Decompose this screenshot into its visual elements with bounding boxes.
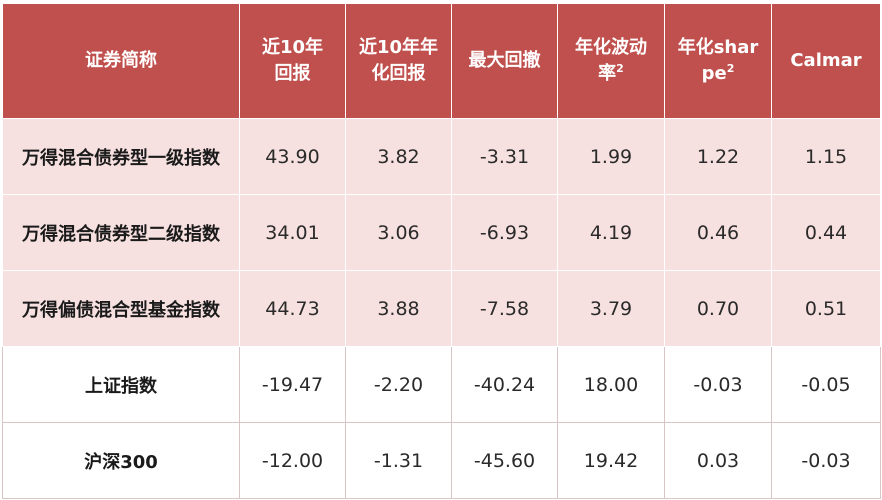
row-name: 万得混合债券型二级指数 [2, 194, 240, 271]
cell-volatility: 19.42 [557, 422, 665, 499]
row-name: 沪深300 [2, 422, 240, 499]
header-10y-annualized-return: 近10年年化回报 [345, 3, 452, 119]
cell-sharpe: 1.22 [664, 118, 772, 195]
cell-sharpe: 0.70 [664, 270, 772, 347]
cell-10y-annualized-return: -2.20 [345, 346, 452, 423]
cell-10y-annualized-return: 3.06 [345, 194, 452, 271]
cell-max-drawdown: -7.58 [451, 270, 558, 347]
cell-volatility: 4.19 [557, 194, 665, 271]
header-row: 证券简称 近10年回报 近10年年化回报 最大回撤 年化波动率2 年化sharp… [2, 3, 881, 119]
header-annualized-sharpe: 年化sharpe2 [664, 3, 772, 119]
table-row: 万得混合债券型二级指数 34.01 3.06 -6.93 4.19 0.46 0… [2, 194, 881, 271]
cell-10y-annualized-return: 3.88 [345, 270, 452, 347]
cell-10y-return: -19.47 [239, 346, 346, 423]
cell-sharpe: -0.03 [664, 346, 772, 423]
header-sharpe-footnote: 2 [726, 62, 735, 75]
table-row: 万得偏债混合型基金指数 44.73 3.88 -7.58 3.79 0.70 0… [2, 270, 881, 347]
cell-volatility: 1.99 [557, 118, 665, 195]
performance-table: 证券简称 近10年回报 近10年年化回报 最大回撤 年化波动率2 年化sharp… [2, 3, 881, 499]
cell-calmar: 1.15 [771, 118, 881, 195]
cell-calmar: 0.51 [771, 270, 881, 347]
cell-calmar: -0.05 [771, 346, 881, 423]
cell-calmar: -0.03 [771, 422, 881, 499]
cell-max-drawdown: -40.24 [451, 346, 558, 423]
cell-10y-return: -12.00 [239, 422, 346, 499]
table-container: 证券简称 近10年回报 近10年年化回报 最大回撤 年化波动率2 年化sharp… [2, 3, 881, 499]
cell-max-drawdown: -6.93 [451, 194, 558, 271]
cell-volatility: 3.79 [557, 270, 665, 347]
cell-max-drawdown: -3.31 [451, 118, 558, 195]
table-row: 沪深300 -12.00 -1.31 -45.60 19.42 0.03 -0.… [2, 422, 881, 499]
table-row: 万得混合债券型一级指数 43.90 3.82 -3.31 1.99 1.22 1… [2, 118, 881, 195]
table-row: 上证指数 -19.47 -2.20 -40.24 18.00 -0.03 -0.… [2, 346, 881, 423]
header-security-name: 证券简称 [2, 3, 240, 119]
header-max-drawdown: 最大回撤 [451, 3, 558, 119]
cell-10y-annualized-return: -1.31 [345, 422, 452, 499]
row-name: 万得混合债券型一级指数 [2, 118, 240, 195]
cell-max-drawdown: -45.60 [451, 422, 558, 499]
header-calmar: Calmar [771, 3, 881, 119]
cell-sharpe: 0.03 [664, 422, 772, 499]
cell-10y-return: 34.01 [239, 194, 346, 271]
cell-10y-return: 44.73 [239, 270, 346, 347]
row-name: 万得偏债混合型基金指数 [2, 270, 240, 347]
cell-sharpe: 0.46 [664, 194, 772, 271]
cell-volatility: 18.00 [557, 346, 665, 423]
header-volatility-footnote: 2 [616, 62, 624, 75]
cell-10y-return: 43.90 [239, 118, 346, 195]
cell-calmar: 0.44 [771, 194, 881, 271]
header-annualized-volatility: 年化波动率2 [557, 3, 665, 119]
header-10y-return: 近10年回报 [239, 3, 346, 119]
cell-10y-annualized-return: 3.82 [345, 118, 452, 195]
row-name: 上证指数 [2, 346, 240, 423]
